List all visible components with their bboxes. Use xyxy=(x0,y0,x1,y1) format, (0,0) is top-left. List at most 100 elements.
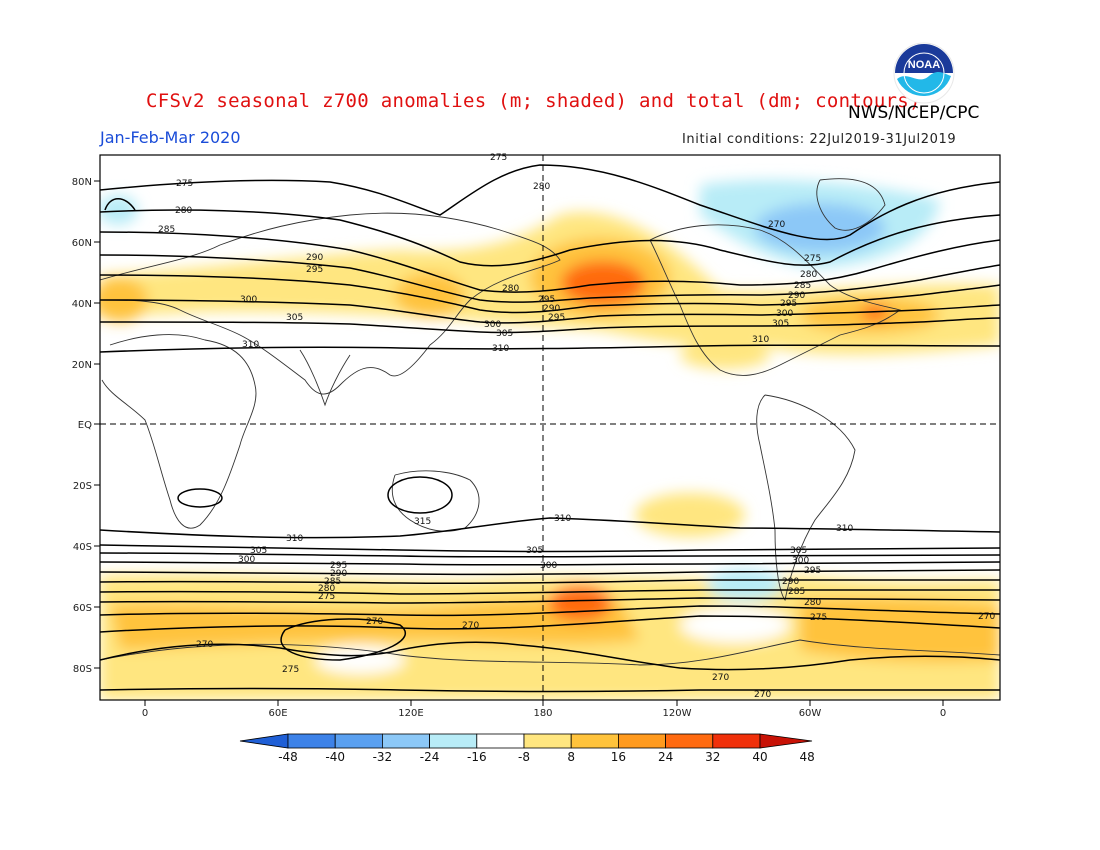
anomaly-mexico xyxy=(680,341,770,369)
lat-axis: 80N 60N 40N 20N EQ 20S 40S 60S 80S xyxy=(72,177,100,675)
map-frame xyxy=(99,154,1001,701)
continent-north-america xyxy=(649,224,902,376)
colorbar-swatch xyxy=(570,733,619,749)
contour-label: 300 xyxy=(238,555,255,565)
contour-label: 285 xyxy=(158,225,175,235)
contour-label: 310 xyxy=(752,335,769,345)
colorbar-swatch xyxy=(381,733,430,749)
anomaly-shading xyxy=(100,180,1000,700)
anomaly-south-atlantic xyxy=(800,597,1000,662)
contour-label: 300 xyxy=(484,320,501,330)
lon-tick-label: 180 xyxy=(533,708,552,719)
contour-label: 285 xyxy=(794,281,811,291)
contour-label: 270 xyxy=(712,673,729,683)
lat-tick-label: 40S xyxy=(73,542,92,553)
anomaly-south-pacific-neg xyxy=(707,569,783,601)
colorbar-swatch xyxy=(476,733,525,749)
agency-label: NWS/NCEP/CPC xyxy=(848,103,980,123)
lon-tick-label: 0 xyxy=(940,708,946,719)
anomaly-south-pacific-max xyxy=(548,585,612,621)
contour-label: 300 xyxy=(240,295,257,305)
contour-label: 305 xyxy=(250,546,267,556)
contour-label: 305 xyxy=(772,319,789,329)
contour-label: 315 xyxy=(414,517,431,527)
contour-label: 305 xyxy=(790,546,807,556)
contour-label: 295 xyxy=(780,299,797,309)
region-greenland xyxy=(816,178,886,231)
contour-label: 290 xyxy=(306,253,323,263)
contour-label: 275 xyxy=(804,254,821,264)
lon-tick-label: 60E xyxy=(268,708,287,719)
colorbar-swatch xyxy=(287,733,336,749)
logo-text: NOAA xyxy=(908,59,940,71)
contour-label: 285 xyxy=(788,587,805,597)
contour-label: 305 xyxy=(526,546,543,556)
contour-label-group: 275 275 280 280 285 290 295 300 305 310 … xyxy=(158,153,995,700)
contour-label: 280 xyxy=(800,270,817,280)
anomaly-north-atlantic-max xyxy=(861,305,889,321)
colorbar: -48 -40 -32 -24 -16 -8 8 16 24 32 40 48 xyxy=(239,733,815,764)
contour-label: 310 xyxy=(492,344,509,354)
contour-label: 270 xyxy=(462,621,479,631)
continent-africa xyxy=(101,334,257,529)
contour-label: 295 xyxy=(306,265,323,275)
continent-eurasia xyxy=(100,212,561,395)
colorbar-tick-label: -8 xyxy=(518,750,530,764)
lon-axis: 0 60E 120E 180 120W 60W 0 xyxy=(142,700,946,719)
contour-label: 290 xyxy=(330,569,347,579)
lat-tick-label: 20S xyxy=(73,481,92,492)
colorbar-swatch xyxy=(712,733,761,749)
lat-tick-label: 20N xyxy=(72,360,92,371)
colorbar-swatch xyxy=(429,733,478,749)
contour-label: 270 xyxy=(196,640,213,650)
continent-antarctica xyxy=(100,639,1000,666)
lat-tick-label: 80S xyxy=(73,664,92,675)
contour-label: 295 xyxy=(804,566,821,576)
contour-label: 310 xyxy=(286,534,303,544)
initial-conditions: Initial conditions: 22Jul2019-31Jul2019 xyxy=(682,132,957,147)
contour-label: 300 xyxy=(540,561,557,571)
colorbar-tick-label: -40 xyxy=(325,750,345,764)
contour-label: 285 xyxy=(324,577,341,587)
anomaly-south-band-strong xyxy=(110,598,640,650)
contour-label: 300 xyxy=(792,556,809,566)
contour-label: 295 xyxy=(538,295,555,305)
lat-tick-label: 60S xyxy=(73,603,92,614)
contour-label: 270 xyxy=(366,617,383,627)
colorbar-tick-label: -24 xyxy=(420,750,440,764)
region-india xyxy=(299,349,351,407)
contour-label: 305 xyxy=(496,329,513,339)
colorbar-arrow-right xyxy=(759,733,813,749)
figure-title: CFSv2 seasonal z700 anomalies (m; shaded… xyxy=(146,90,921,112)
contour-label: 295 xyxy=(330,561,347,571)
contour-label: 280 xyxy=(175,206,192,216)
colorbar-swatch xyxy=(665,733,714,749)
noaa-logo-icon: NOAA xyxy=(893,42,955,104)
anomaly-sh-neutral xyxy=(680,607,790,643)
contour-label: 305 xyxy=(286,313,303,323)
contour-label: 310 xyxy=(836,524,853,534)
contour-label: 280 xyxy=(804,598,821,608)
contour-label: 280 xyxy=(502,284,519,294)
colorbar-tick-label: -16 xyxy=(467,750,487,764)
colorbar-tick-label: -32 xyxy=(373,750,393,764)
land-outline xyxy=(100,178,1000,666)
anomaly-subtropic-pacific xyxy=(635,493,745,537)
contour-label: 290 xyxy=(543,304,560,314)
colorbar-tick-label: 8 xyxy=(567,750,575,764)
lon-tick-label: 60W xyxy=(799,708,822,719)
contour-label: 275 xyxy=(810,613,827,623)
colorbar-tick-label: 32 xyxy=(705,750,720,764)
contour-label: 270 xyxy=(754,690,771,700)
anomaly-north-pacific-max xyxy=(561,261,645,305)
anomaly-japan xyxy=(395,273,465,317)
lat-tick-label: 80N xyxy=(72,177,92,188)
contour-label: 290 xyxy=(782,577,799,587)
contour-label: 280 xyxy=(533,182,550,192)
contour-label: 275 xyxy=(490,153,507,163)
colorbar-tick-label: 16 xyxy=(611,750,626,764)
anomaly-arctic-neg-strong xyxy=(755,203,885,253)
lon-tick-label: 120E xyxy=(398,708,423,719)
colorbar-tick-label: 24 xyxy=(658,750,673,764)
lon-tick-label: 120W xyxy=(663,708,692,719)
